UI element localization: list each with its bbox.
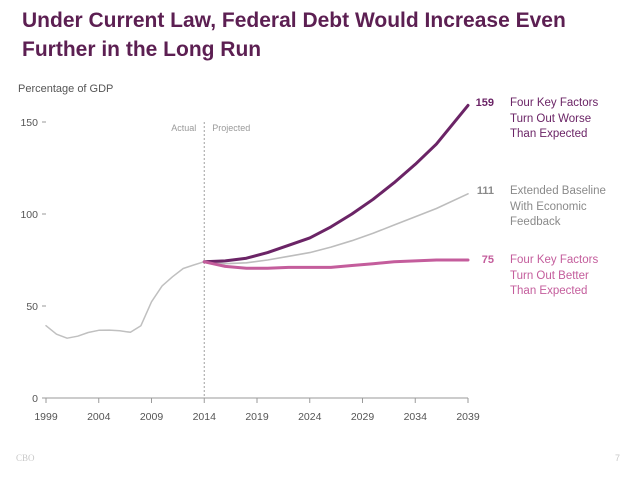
actual-label: Actual (171, 123, 196, 133)
better-line (202, 258, 470, 270)
baseline-line (203, 193, 469, 265)
baseline-label: Extended Baseline With Economic Feedback (510, 184, 606, 231)
baseline-label-line: Feedback (510, 216, 561, 228)
slide-title: Under Current Law, Federal Debt Would In… (22, 9, 566, 61)
better-label: Four Key Factors Turn Out Better Than Ex… (510, 253, 598, 300)
worse-end-value: 159 (475, 97, 494, 109)
x-tick-label: 2029 (351, 411, 375, 423)
x-tick-label: 1999 (34, 411, 58, 423)
y-tick-label: 100 (20, 209, 38, 221)
better-end-value: 75 (481, 254, 494, 266)
page-number: 7 (614, 453, 620, 463)
x-tick-label: 2009 (140, 411, 164, 423)
better-label-line: Than Expected (510, 285, 588, 297)
x-tick-label: 2019 (245, 411, 269, 423)
x-tick-label: 2014 (193, 411, 217, 423)
y-axis-label: Percentage of GDP (18, 83, 114, 95)
worse-label: Four Key Factors Turn Out Worse Than Exp… (510, 96, 598, 143)
y-tick-label: 150 (20, 117, 38, 129)
x-tick-label: 2034 (404, 411, 428, 423)
x-tick-label: 2024 (298, 411, 322, 423)
x-tick-label: 2039 (456, 411, 480, 423)
better-label-line: Turn Out Better (510, 269, 589, 282)
baseline-end-value: 111 (476, 185, 494, 197)
x-tick-label: 2004 (87, 411, 111, 423)
actual-line (45, 260, 206, 339)
y-tick-label: 0 (32, 393, 38, 405)
worse-label-line: Four Key Factors (510, 97, 599, 109)
better-label-line: Four Key Factors (510, 254, 599, 266)
footer-logo: CBO (16, 453, 35, 463)
projected-label: Projected (212, 123, 250, 133)
baseline-label-line: Extended Baseline (510, 185, 606, 197)
worse-line (202, 103, 470, 264)
baseline-label-line: With Economic (510, 200, 587, 213)
worse-label-line: Than Expected (510, 128, 588, 140)
y-tick-label: 50 (26, 301, 38, 313)
worse-label-line: Turn Out Worse (510, 112, 592, 125)
